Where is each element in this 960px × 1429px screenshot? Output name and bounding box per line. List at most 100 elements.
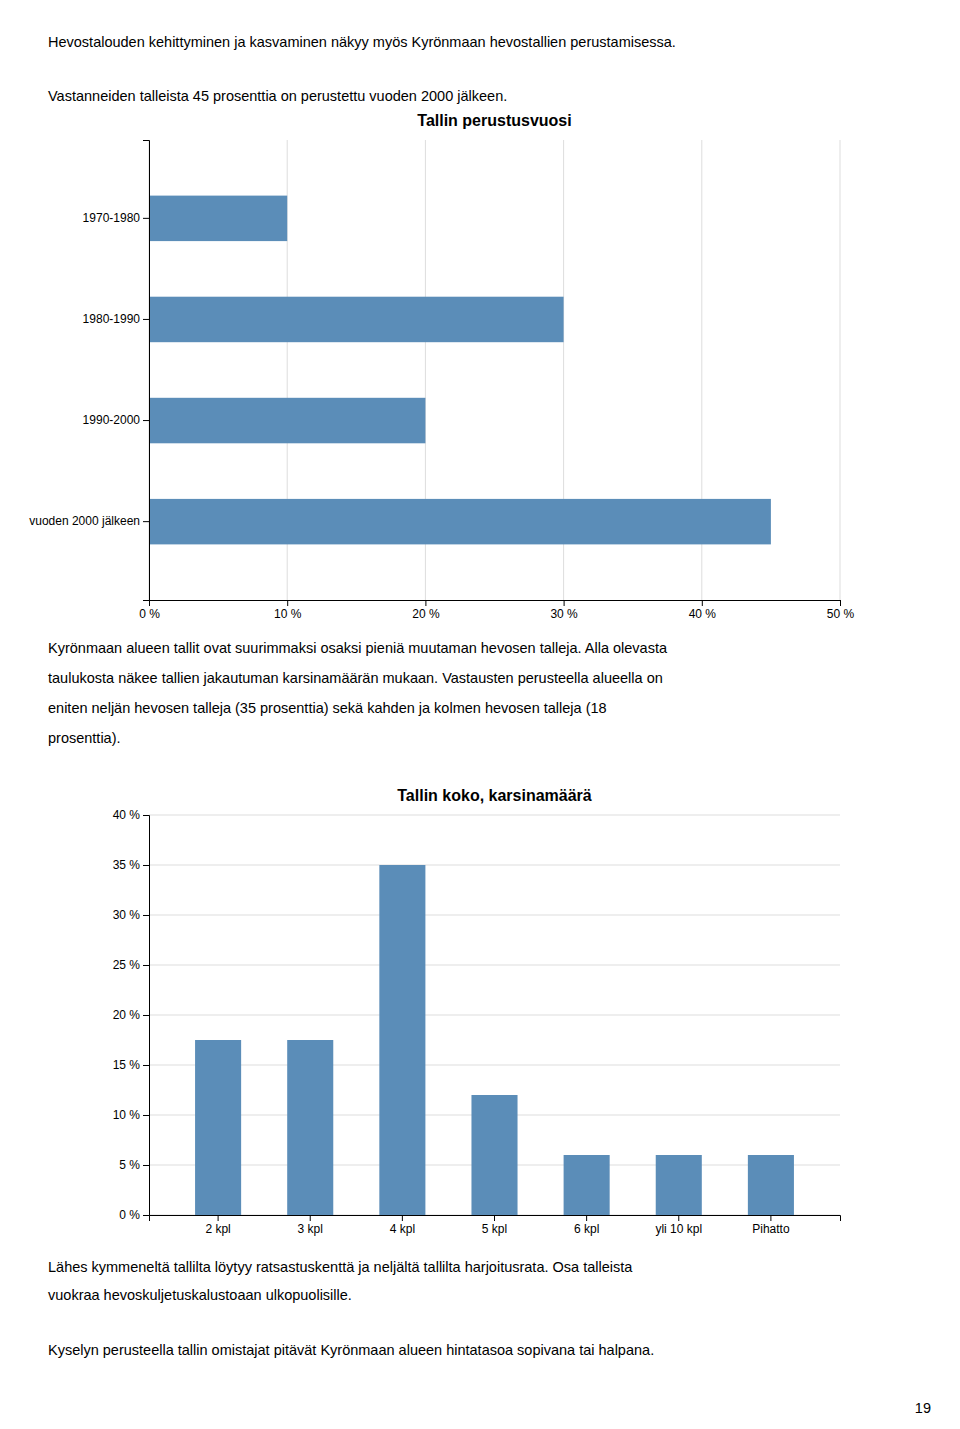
bars (195, 865, 794, 1215)
tick: 25 % (113, 958, 149, 972)
bar (149, 499, 771, 544)
bar (471, 1095, 517, 1215)
axis-line (150, 601, 841, 607)
tick-mark (770, 1215, 771, 1221)
tick-label: 30 % (113, 908, 141, 922)
tick: 0 % (139, 600, 160, 621)
paragraph-line: Lähes kymmeneltä tallilta löytyy ratsast… (48, 1259, 633, 1275)
tick-mark (143, 965, 149, 966)
tick-mark (143, 1165, 149, 1166)
category-axis: 1970-1980 1980-1990 1990-2000 vuoden 2000 j… (29, 141, 149, 601)
tick-label: 20 % (412, 607, 440, 621)
grid-line (149, 1065, 840, 1066)
bars (149, 196, 771, 545)
chart: 0 % 10 % 20 % 30 % 40 % 50 % 1970-1980 1980-199… (29, 112, 854, 621)
bar (564, 1155, 610, 1215)
tick-label: 35 % (113, 858, 141, 872)
tick-label: 3 kpl (298, 1222, 323, 1236)
tick-mark (143, 915, 149, 916)
tick: 35 % (113, 858, 149, 872)
tick-label: 0 % (139, 607, 160, 621)
bar (149, 398, 425, 443)
tick: 0 % (119, 1208, 149, 1222)
grid (149, 815, 840, 1215)
tick: 40 % (689, 600, 717, 621)
tick-mark (702, 600, 703, 606)
tick-label: 5 % (119, 1158, 140, 1172)
paragraph-line: Kyrönmaan alueen tallit ovat suurimmaksi… (48, 640, 668, 656)
bar (748, 1155, 794, 1215)
grid-line (149, 915, 840, 916)
tick-label: 50 % (827, 607, 855, 621)
paragraph-line: Vastanneiden talleista 45 prosenttia on … (48, 88, 507, 104)
tick: 4 kpl (390, 1215, 415, 1236)
tick-mark (402, 1215, 403, 1221)
tick: 20 % (412, 600, 440, 621)
chart-title: Tallin perustusvuosi (417, 112, 571, 129)
tick: Pihatto (752, 1215, 790, 1236)
tick-mark (143, 1015, 149, 1016)
paragraphs: Hevostalouden kehittyminen ja kasvaminen… (48, 34, 676, 1358)
tick: 20 % (113, 1008, 149, 1022)
category-axis: 2 kpl3 kpl4 kpl5 kpl6 kplyli 10 kplPihat… (150, 1215, 841, 1236)
tick-label: vuoden 2000 jälkeen (29, 514, 140, 528)
tick: 50 % (827, 600, 855, 621)
tick-label: 20 % (113, 1008, 141, 1022)
tick-mark (143, 1215, 149, 1216)
bar (287, 1040, 333, 1215)
tick: 15 % (113, 1058, 149, 1072)
tick: 1990-2000 (83, 413, 149, 427)
tick-mark (143, 815, 149, 816)
tick-mark (143, 319, 149, 320)
tick-label: 1990-2000 (83, 413, 141, 427)
tick: 10 % (113, 1108, 149, 1122)
tick-label: 30 % (550, 607, 578, 621)
tick-mark (310, 1215, 311, 1221)
paragraph-line: eniten neljän hevosen talleja (35 prosen… (48, 700, 607, 716)
tick: vuoden 2000 jälkeen (29, 514, 149, 528)
tick-label: 1980-1990 (83, 312, 141, 326)
tick-label: 40 % (113, 808, 141, 822)
axis-line (143, 141, 150, 601)
tick-label: 10 % (274, 607, 302, 621)
tick-label: 0 % (119, 1208, 140, 1222)
tick: 30 % (550, 600, 578, 621)
tick-label: 5 kpl (482, 1222, 507, 1236)
tick-mark (143, 1065, 149, 1066)
axis-line (150, 1216, 841, 1222)
tick-label: 15 % (113, 1058, 141, 1072)
grid-line (149, 865, 840, 866)
tick: 10 % (274, 600, 302, 621)
tick-mark (494, 1215, 495, 1221)
tick-mark (287, 600, 288, 606)
tick: yli 10 kpl (655, 1215, 702, 1236)
tick-mark (143, 420, 149, 421)
tick-mark (586, 1215, 587, 1221)
page-number: 19 (915, 1400, 931, 1416)
paragraph-line: Kyselyn perusteella tallin omistajat pit… (48, 1342, 654, 1358)
tick-mark (143, 1115, 149, 1116)
tick-label: yli 10 kpl (655, 1222, 702, 1236)
grid-line (840, 140, 841, 600)
paragraph-line: taulukosta näkee tallien jakautuman kars… (48, 670, 663, 686)
tick: 1970-1980 (83, 211, 149, 225)
tick-mark (143, 521, 149, 522)
bar (195, 1040, 241, 1215)
paragraph-line: vuokraa hevoskuljetuskalustoaan ulkopuol… (48, 1287, 352, 1303)
tick-mark (678, 1215, 679, 1221)
tick: 6 kpl (574, 1215, 599, 1236)
axis-line (143, 816, 150, 1216)
paragraph-line: prosenttia). (48, 730, 121, 746)
paragraph-line: Hevostalouden kehittyminen ja kasvaminen… (48, 34, 676, 50)
tick-label: 10 % (113, 1108, 141, 1122)
grid-line (149, 815, 840, 816)
value-axis: 0 % 5 % 10 % 15 % 20 % 25 % 30 % 35 % 40 % (113, 808, 150, 1222)
tick: 40 % (113, 808, 149, 822)
tick: 5 kpl (482, 1215, 507, 1236)
tick: 1980-1990 (83, 312, 149, 326)
tick-mark (143, 865, 149, 866)
tick-label: 4 kpl (390, 1222, 415, 1236)
tick-label: Pihatto (752, 1222, 790, 1236)
bar (656, 1155, 702, 1215)
tick: 30 % (113, 908, 149, 922)
